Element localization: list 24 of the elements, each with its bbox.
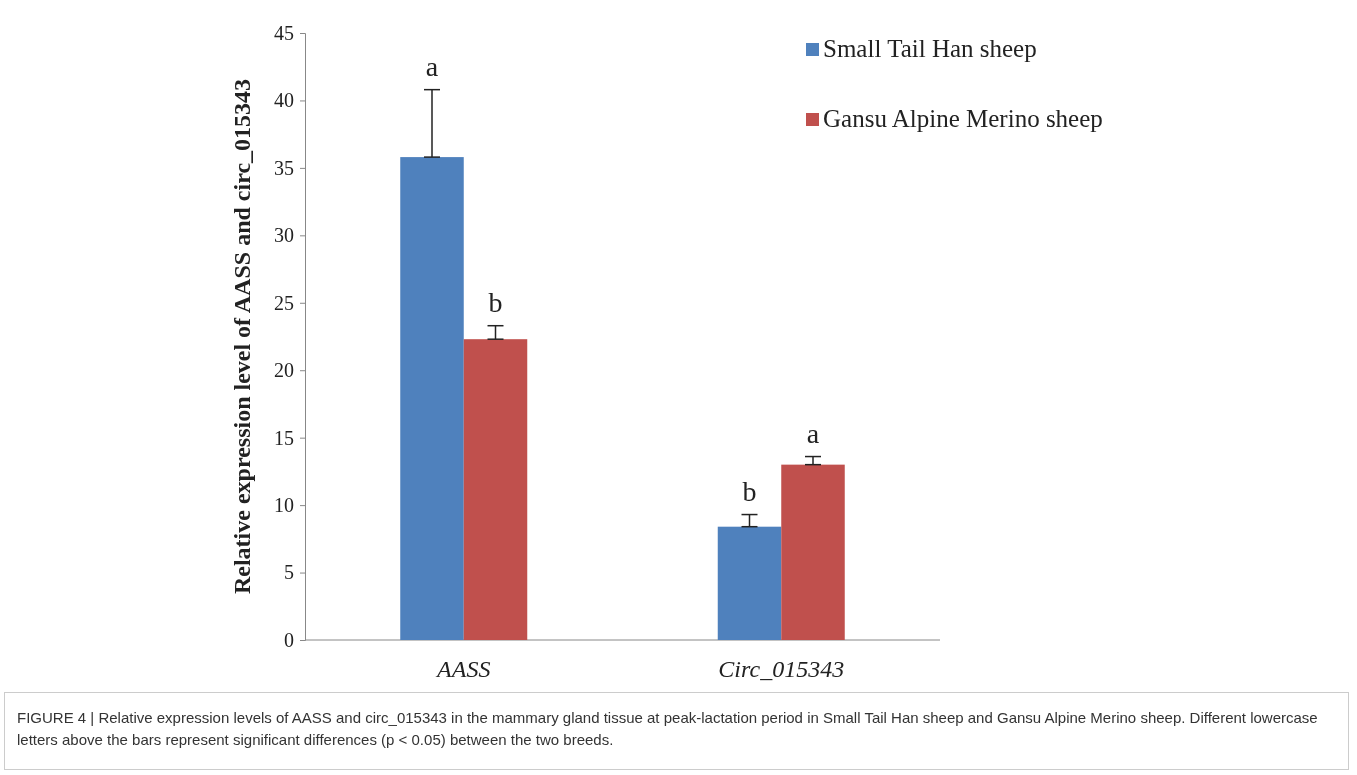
y-tick-label: 25 bbox=[274, 291, 294, 314]
y-tick-label: 45 bbox=[274, 21, 294, 44]
y-tick-label: 10 bbox=[274, 494, 294, 517]
y-tick-label: 5 bbox=[284, 561, 294, 584]
y-tick-label: 30 bbox=[274, 224, 294, 247]
annotation: b bbox=[742, 475, 757, 507]
y-tick-label: 0 bbox=[284, 628, 294, 651]
bar bbox=[717, 526, 782, 640]
caption: FIGURE 4 | Relative expression levels of AASS and circ_015343 in the mammary gland tissue at peak-lactation period in Small Tail Han sheep and Gansu Alpine Merino sheep. Different lowercase letters above the bars represent significant differences (p < 0.05) between the two breeds. bbox=[17, 708, 1319, 750]
x-tick-label: AASS bbox=[435, 656, 491, 683]
y-tick-label: 35 bbox=[274, 156, 294, 179]
bar bbox=[400, 157, 464, 640]
bar bbox=[463, 339, 528, 640]
annotation: b bbox=[488, 286, 503, 318]
y-axis-title: Relative expression level of AASS and circ_015343 bbox=[229, 78, 255, 595]
x-tick-label: Circ_015343 bbox=[718, 656, 845, 683]
y-tick-label: 40 bbox=[274, 89, 294, 112]
y-tick-label: 15 bbox=[274, 426, 294, 449]
y-tick-label: 20 bbox=[274, 359, 294, 382]
legend-label: Small Tail Han sheep bbox=[823, 35, 1037, 62]
annotation: a bbox=[425, 50, 439, 82]
legend-label: Gansu Alpine Merino sheep bbox=[823, 105, 1103, 132]
annotation: a bbox=[806, 417, 820, 449]
bar bbox=[781, 464, 845, 640]
